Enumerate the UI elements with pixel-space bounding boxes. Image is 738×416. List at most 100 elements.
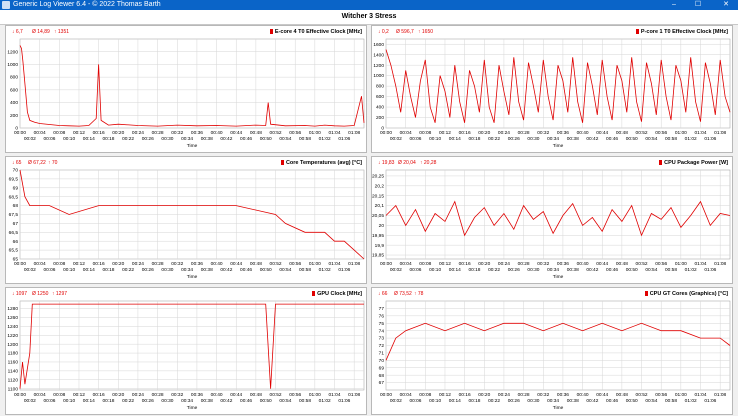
y-tick-label: 73 [379, 336, 385, 342]
y-tick-label: 200 [10, 113, 18, 119]
minimize-button[interactable]: – [672, 1, 676, 8]
x-tick-label: 00:46 [606, 267, 618, 273]
x-tick-label: 01:06 [338, 267, 350, 273]
chart-svg: 1100 1120 1140 1160 1180 1200 1220 1240 1260 1280… [7, 300, 365, 411]
chart-title: E-core 4 T0 Effective Clock [MHz] [269, 29, 362, 35]
x-axis-label: Time [553, 143, 564, 149]
chart-svg: 19,85 19,9 19,95 20 20,05 20,1 20,15 20,2 20,25 0… [372, 169, 731, 280]
x-tick-label: 00:22 [488, 136, 500, 142]
x-tick-label: 00:30 [527, 136, 539, 142]
y-tick-label: 1100 [8, 386, 19, 392]
y-tick-label: 65 [13, 257, 19, 263]
y-tick-label: 77 [379, 306, 385, 312]
x-tick-label: 00:42 [586, 267, 598, 273]
plot-area [385, 38, 731, 129]
y-tick-label: 20,25 [372, 174, 384, 180]
x-tick-label: 00:52 [636, 261, 648, 267]
x-tick-label: 00:32 [537, 392, 549, 398]
x-tick-label: 00:44 [230, 130, 242, 136]
x-tick-label: 00:08 [419, 392, 431, 398]
x-tick-label: 00:40 [577, 392, 589, 398]
x-tick-label: 00:04 [34, 392, 46, 398]
x-tick-label: 00:38 [567, 136, 579, 142]
x-tick-label: 00:58 [299, 267, 311, 273]
x-tick-label: 00:20 [112, 261, 124, 267]
x-tick-label: 00:54 [645, 267, 657, 273]
x-tick-label: 00:14 [83, 398, 95, 404]
x-tick-label: 00:44 [596, 130, 608, 136]
x-tick-label: 00:26 [508, 267, 520, 273]
app-icon [2, 1, 10, 9]
x-tick-label: 00:00 [14, 130, 26, 136]
chart-panel-gtcores[interactable]: ↓ 66 Ø 73,52 ↑ 78 CPU GT Cores (Graphics… [371, 287, 733, 415]
x-tick-label: 00:46 [240, 398, 252, 404]
y-tick-label: 70 [13, 168, 19, 174]
series-line [385, 322, 731, 361]
stat-avg: Ø 596,7 [396, 29, 414, 35]
x-tick-label: 01:02 [319, 398, 331, 404]
maximize-button[interactable]: ☐ [694, 1, 702, 8]
x-tick-label: 00:08 [53, 392, 65, 398]
page-title: Witcher 3 Stress [341, 13, 397, 20]
x-tick-label: 01:08 [348, 130, 360, 136]
chart-panel-pkgpower[interactable]: ↓ 19,83 Ø 20,04 ↑ 20,28 CPU Package Powe… [371, 156, 733, 284]
chart-title-text: CPU GT Cores (Graphics) [°C] [649, 291, 728, 297]
x-tick-label: 00:50 [626, 398, 638, 404]
x-tick-label: 00:12 [73, 130, 85, 136]
x-tick-label: 00:48 [616, 130, 628, 136]
x-axis-label: Time [187, 143, 198, 149]
x-tick-label: 00:36 [191, 130, 203, 136]
x-tick-label: 00:06 [43, 398, 55, 404]
chart-panel-ecore[interactable]: ↓ 6,7 Ø 14,89 ↑ 1351 E-core 4 T0 Effecti… [5, 25, 367, 153]
x-tick-label: 00:42 [220, 267, 232, 273]
x-tick-label: 00:40 [211, 261, 223, 267]
x-tick-label: 00:58 [299, 136, 311, 142]
plot-area [19, 300, 365, 391]
x-tick-label: 00:32 [171, 261, 183, 267]
x-tick-label: 00:56 [289, 130, 301, 136]
x-tick-label: 01:00 [675, 130, 687, 136]
y-tick-label: 67 [13, 221, 19, 227]
x-axis-label: Time [553, 405, 564, 411]
y-tick-label: 600 [10, 87, 18, 93]
x-tick-label: 00:20 [112, 130, 124, 136]
x-tick-label: 00:46 [606, 136, 618, 142]
x-tick-label: 00:26 [508, 136, 520, 142]
header-bar: Witcher 3 Stress [0, 10, 738, 25]
x-tick-label: 00:16 [459, 392, 471, 398]
x-tick-label: 00:24 [498, 261, 510, 267]
y-tick-label: 1200 [373, 63, 384, 69]
chart-title-text: P-core 1 T0 Effective Clock [MHz] [640, 29, 728, 35]
x-tick-label: 00:22 [122, 267, 134, 273]
x-tick-label: 00:46 [606, 398, 618, 404]
x-tick-label: 00:32 [171, 130, 183, 136]
x-tick-label: 00:12 [439, 130, 451, 136]
x-tick-label: 00:00 [14, 261, 26, 267]
x-tick-label: 00:12 [73, 261, 85, 267]
x-tick-label: 00:04 [34, 261, 46, 267]
x-tick-label: 00:30 [161, 136, 173, 142]
close-button[interactable]: ✕ [723, 1, 729, 8]
y-tick-label: 1240 [7, 324, 18, 330]
y-tick-label: 600 [376, 94, 384, 100]
series-line [19, 169, 365, 260]
y-tick-label: 0 [15, 126, 18, 132]
chart-panel-gpuclock[interactable]: ↓ 1097 Ø 1250 ↑ 1297 GPU Clock [MHz] 110… [5, 287, 367, 415]
y-tick-label: 1260 [7, 315, 18, 321]
y-tick-label: 20 [379, 223, 385, 229]
x-tick-label: 00:36 [191, 392, 203, 398]
y-tick-label: 71 [379, 351, 385, 357]
chart-panel-pcore[interactable]: ↓ 0,2 Ø 596,7 ↑ 1650 P-core 1 T0 Effecti… [371, 25, 733, 153]
x-tick-label: 00:48 [616, 261, 628, 267]
chart-title: GPU Clock [MHz] [312, 291, 362, 297]
y-tick-label: 67,5 [9, 212, 19, 218]
y-tick-label: 19,95 [372, 233, 384, 239]
x-tick-label: 01:04 [695, 130, 707, 136]
y-tick-label: 19,85 [372, 253, 384, 259]
x-tick-label: 01:02 [319, 267, 331, 273]
y-tick-label: 70 [379, 358, 385, 364]
chart-panel-coretemp[interactable]: ↓ 65 Ø 67,22 ↑ 70 Core Temperatures (avg… [5, 156, 367, 284]
y-tick-label: 1000 [7, 62, 18, 68]
x-tick-label: 00:50 [626, 136, 638, 142]
